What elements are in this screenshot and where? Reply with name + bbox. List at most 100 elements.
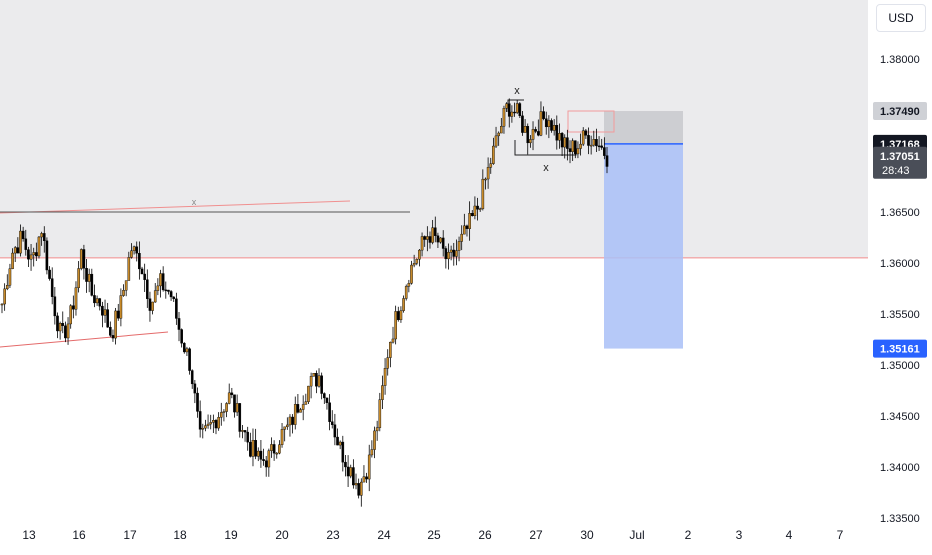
candle-body: [35, 252, 38, 257]
candle-body: [296, 404, 300, 413]
candle-body: [370, 449, 374, 456]
candle-body: [452, 249, 456, 257]
candle-body: [201, 427, 205, 430]
candle-body: [600, 145, 604, 148]
candle-body: [262, 459, 265, 461]
x-tick-label: 18: [173, 528, 187, 542]
candle-body: [470, 213, 474, 217]
candle-body: [90, 273, 94, 296]
candle-body: [251, 440, 255, 457]
candle-body: [222, 411, 226, 413]
candle-body: [428, 236, 432, 243]
candle-body: [550, 120, 553, 131]
candle-body: [436, 235, 440, 243]
candle-body: [579, 143, 582, 149]
candle-body: [3, 288, 6, 305]
candle-body: [444, 248, 448, 260]
candle-body: [447, 252, 450, 260]
candle-body: [526, 126, 530, 144]
candle-body: [256, 450, 260, 457]
x-tick-label: 13: [22, 528, 36, 542]
candle-body: [323, 393, 326, 399]
candle-body: [119, 295, 123, 319]
candle-body: [597, 145, 601, 148]
candle-body: [45, 240, 49, 271]
candles: [0, 98, 609, 507]
candle-body: [40, 233, 43, 238]
candle-body: [492, 145, 495, 164]
candle-body: [571, 140, 574, 152]
candle-body: [93, 295, 96, 304]
candle-body: [180, 329, 183, 344]
price-label-text: 1.37490: [880, 106, 920, 118]
candle-body: [259, 450, 263, 460]
x-tick-label: 16: [72, 528, 86, 542]
price-label-text: 1.35161: [880, 344, 920, 356]
candle-body: [563, 137, 567, 148]
x-tick-label: 19: [224, 528, 238, 542]
candle-body: [190, 370, 194, 385]
candle-body: [301, 404, 305, 410]
candle-body: [109, 326, 112, 336]
candle-body: [592, 139, 596, 146]
candle-body: [433, 227, 437, 236]
candle-body: [513, 111, 516, 114]
y-tick-label: 1.36500: [880, 207, 920, 219]
candle-body: [85, 268, 88, 282]
candle-body: [172, 296, 176, 300]
candle-body: [280, 429, 284, 445]
candle-body: [515, 103, 519, 113]
candle-body: [193, 383, 197, 394]
candle-body: [254, 440, 257, 457]
candle-body: [547, 120, 551, 128]
candle-body: [140, 268, 144, 275]
candle-body: [116, 310, 120, 319]
candle-body: [507, 103, 511, 117]
candle-body: [420, 236, 424, 251]
candle-body: [558, 133, 561, 141]
candle-body: [267, 450, 271, 468]
candle-body: [74, 287, 78, 310]
candle-body: [418, 249, 421, 260]
x-tick-label: 24: [377, 528, 391, 542]
candle-body: [11, 252, 14, 269]
candle-body: [463, 225, 466, 235]
candle-body: [106, 309, 109, 328]
candle-body: [132, 246, 136, 251]
candle-body: [330, 421, 334, 425]
candle-body: [460, 233, 463, 242]
candle-body: [529, 139, 532, 144]
candle-body: [552, 125, 556, 131]
candle-body: [505, 103, 508, 109]
candle-body: [352, 467, 355, 486]
candle-body: [164, 289, 168, 292]
x-tick-label: 26: [478, 528, 492, 542]
candle-body: [217, 417, 220, 429]
candle-body: [177, 318, 181, 330]
candle-body: [53, 296, 57, 317]
candle-body: [595, 139, 598, 147]
candle-body: [243, 430, 247, 433]
candle-body: [523, 126, 527, 133]
candle-body: [138, 253, 141, 270]
candle-body: [182, 342, 186, 353]
candle-body: [169, 291, 173, 298]
candle-body: [56, 315, 59, 332]
candle-body: [349, 467, 353, 477]
candle-body: [603, 147, 606, 156]
candle-body: [159, 273, 162, 287]
candle-body: [225, 403, 228, 412]
candle-body: [431, 227, 434, 243]
currency-button[interactable]: USD: [876, 4, 926, 32]
stop-loss-zone: [604, 111, 683, 144]
candle-body: [315, 373, 318, 387]
candle-body: [21, 230, 25, 240]
candle-body: [333, 424, 337, 438]
candle-body: [426, 236, 429, 240]
candle-body: [151, 301, 154, 311]
x-tick-label: 20: [275, 528, 289, 542]
liquidity-box: [567, 110, 615, 133]
y-tick-label: 1.34000: [880, 462, 920, 474]
